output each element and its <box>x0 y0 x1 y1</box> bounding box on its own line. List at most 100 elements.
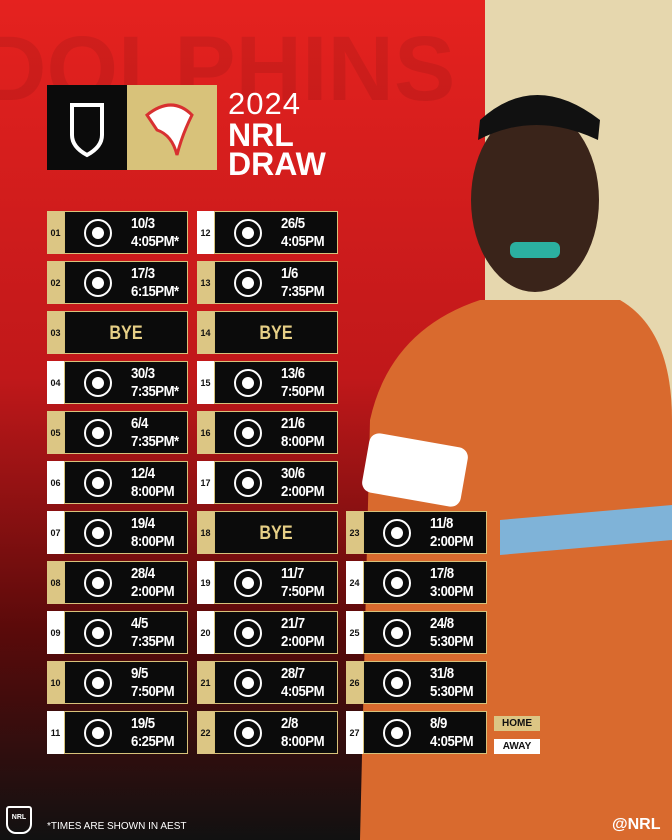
round-card: 10 9/5 7:50PM <box>47 661 188 704</box>
fixture-box: 12/4 8:00PM <box>64 461 188 504</box>
fixture-box: 24/8 5:30PM <box>363 611 487 654</box>
nrl-logo-box <box>47 85 127 170</box>
round-card: 05 6/4 7:35PM* <box>47 411 188 454</box>
dolphin-logo <box>144 103 194 156</box>
fixture-date: 19/5 <box>131 715 155 732</box>
fixture-time: 7:35PM* <box>131 383 179 400</box>
round-card: 14 BYE <box>197 311 338 354</box>
fixture-date: 30/6 <box>281 465 305 482</box>
fixture-time: 4:05PM* <box>131 233 179 250</box>
fixture-date: 30/3 <box>131 365 155 382</box>
round-number: 11 <box>47 711 64 754</box>
legend-home: HOME <box>494 716 540 731</box>
round-card: 11 19/5 6:25PM <box>47 711 188 754</box>
club-logo-box <box>127 85 217 170</box>
legend-away: AWAY <box>494 739 540 754</box>
opponent-logo <box>234 669 262 697</box>
title-line: DRAW <box>228 146 326 182</box>
fixture-box: 10/3 4:05PM* <box>64 211 188 254</box>
round-number: 18 <box>197 511 214 554</box>
fixture-date: 24/8 <box>430 615 454 632</box>
fixture-date: 11/7 <box>281 565 304 582</box>
fixture-time: 7:50PM <box>281 383 325 400</box>
fixture-date: 31/8 <box>430 665 454 682</box>
opponent-logo <box>383 519 411 547</box>
round-card: 03 BYE <box>47 311 188 354</box>
fixture-box: 9/5 7:50PM <box>64 661 188 704</box>
fixture-box: 28/7 4:05PM <box>214 661 338 704</box>
footer-note: *TIMES ARE SHOWN IN AEST <box>47 821 187 832</box>
bye-label: BYE <box>109 323 143 344</box>
round-card: 13 1/6 7:35PM <box>197 261 338 304</box>
round-number: 19 <box>197 561 214 604</box>
footer-handle: @NRL <box>612 816 661 833</box>
title-line: NRL <box>228 117 294 153</box>
round-number: 01 <box>47 211 64 254</box>
fixture-time: 8:00PM <box>131 483 175 500</box>
fixture-date: 28/7 <box>281 665 305 682</box>
round-number: 13 <box>197 261 214 304</box>
round-number: 04 <box>47 361 64 404</box>
round-number: 09 <box>47 611 64 654</box>
fixture-time: 8:00PM <box>281 733 325 750</box>
fixture-box: BYE <box>64 311 188 354</box>
fixture-time: 5:30PM <box>430 633 474 650</box>
fixture-date: 10/3 <box>131 215 155 232</box>
round-card: 08 28/4 2:00PM <box>47 561 188 604</box>
round-card: 19 11/7 7:50PM <box>197 561 338 604</box>
round-card: 04 30/3 7:35PM* <box>47 361 188 404</box>
round-number: 06 <box>47 461 64 504</box>
fixture-box: 8/9 4:05PM <box>363 711 487 754</box>
opponent-logo <box>234 419 262 447</box>
fixture-time: 5:30PM <box>430 683 474 700</box>
round-number: 17 <box>197 461 214 504</box>
round-card: 18 BYE <box>197 511 338 554</box>
fixture-time: 3:00PM <box>430 583 474 600</box>
round-card: 16 21/6 8:00PM <box>197 411 338 454</box>
round-card: 07 19/4 8:00PM <box>47 511 188 554</box>
fixture-box: 19/4 8:00PM <box>64 511 188 554</box>
fixture-time: 8:00PM <box>281 433 325 450</box>
round-number: 26 <box>346 661 363 704</box>
round-number: 23 <box>346 511 363 554</box>
fixture-box: 13/6 7:50PM <box>214 361 338 404</box>
round-card: 12 26/5 4:05PM <box>197 211 338 254</box>
opponent-logo <box>84 719 112 747</box>
fixture-box: 4/5 7:35PM <box>64 611 188 654</box>
round-number: 27 <box>346 711 363 754</box>
fixture-time: 7:35PM* <box>131 433 179 450</box>
round-number: 16 <box>197 411 214 454</box>
fixture-time: 2:00PM <box>430 533 474 550</box>
round-card: 20 21/7 2:00PM <box>197 611 338 654</box>
fixture-box: 11/7 7:50PM <box>214 561 338 604</box>
fixture-date: 17/3 <box>131 265 155 282</box>
round-card: 22 2/8 8:00PM <box>197 711 338 754</box>
round-card: 24 17/8 3:00PM <box>346 561 487 604</box>
opponent-logo <box>84 519 112 547</box>
fixture-date: 4/5 <box>131 615 148 632</box>
round-card: 23 11/8 2:00PM <box>346 511 487 554</box>
fixture-date: 21/7 <box>281 615 305 632</box>
fixture-date: 6/4 <box>131 415 148 432</box>
opponent-logo <box>84 569 112 597</box>
round-number: 21 <box>197 661 214 704</box>
round-number: 08 <box>47 561 64 604</box>
fixture-box: 26/5 4:05PM <box>214 211 338 254</box>
fixture-box: 19/5 6:25PM <box>64 711 188 754</box>
round-card: 27 8/9 4:05PM <box>346 711 487 754</box>
round-card: 02 17/3 6:15PM* <box>47 261 188 304</box>
fixture-time: 7:35PM <box>281 283 325 300</box>
fixture-box: 17/8 3:00PM <box>363 561 487 604</box>
fixture-box: 1/6 7:35PM <box>214 261 338 304</box>
round-number: 12 <box>197 211 214 254</box>
round-number: 20 <box>197 611 214 654</box>
opponent-logo <box>84 419 112 447</box>
fixture-box: 6/4 7:35PM* <box>64 411 188 454</box>
round-number: 24 <box>346 561 363 604</box>
opponent-logo <box>234 219 262 247</box>
player-photo <box>360 0 672 840</box>
fixture-time: 6:25PM <box>131 733 175 750</box>
fixture-box: BYE <box>214 311 338 354</box>
fixture-time: 2:00PM <box>281 483 325 500</box>
round-number: 03 <box>47 311 64 354</box>
